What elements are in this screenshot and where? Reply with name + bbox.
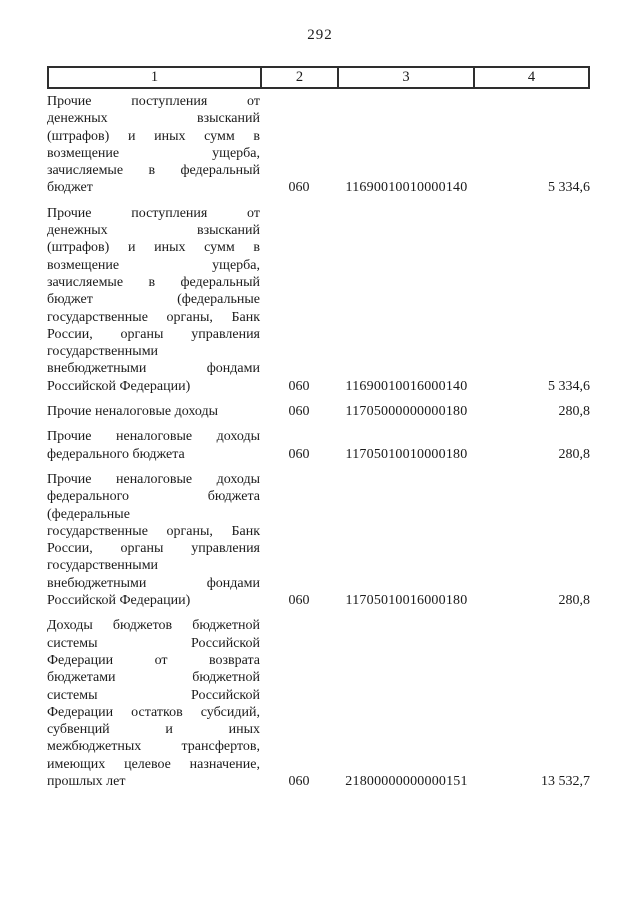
- row-chapter-code: 060: [288, 404, 310, 420]
- row-name-line: федерального бюджета: [47, 489, 260, 505]
- row-name-line: (федеральные: [47, 506, 130, 522]
- row-name-line: бюджет: [47, 180, 93, 196]
- row-name-line: возмещение ущерба,: [47, 145, 260, 161]
- row-name-line: бюджет (федеральные: [47, 292, 260, 308]
- row-chapter-code: 060: [288, 180, 310, 196]
- row-name-line: государственные органы, Банк: [47, 309, 260, 325]
- row-name-line: Прочие неналоговые доходы: [47, 404, 219, 420]
- row-name-line: Доходы бюджетов бюджетной: [47, 618, 260, 634]
- row-name-line: возмещение ущерба,: [47, 257, 260, 273]
- row-name-line: Федерации от возврата: [47, 652, 260, 668]
- row-name-line: денежных взысканий: [47, 111, 260, 127]
- row-name-line: Прочие неналоговые доходы: [47, 471, 260, 487]
- row-name-line: государственными: [47, 344, 159, 360]
- row-name-line: субвенций и иных: [47, 722, 260, 738]
- row-amount: 13 532,7: [541, 773, 590, 789]
- row-name-line: системы Российской: [47, 635, 260, 651]
- row-name-cell: Прочие неналоговые доходы: [47, 403, 260, 420]
- row-name-line: государственные органы, Банк: [47, 523, 260, 539]
- row-name-cell: Прочие поступления от денежных взысканий(…: [47, 205, 260, 395]
- row-classification-code: 11705000000000180: [345, 404, 468, 420]
- row-chapter-code: 060: [288, 773, 310, 789]
- row-name-line: зачисляемые в федеральный: [47, 163, 260, 179]
- row-name-line: внебюджетными фондами: [47, 575, 260, 591]
- row-name-line: внебюджетными фондами: [47, 361, 260, 377]
- row-name-line: межбюджетных трансфертов,: [47, 739, 260, 755]
- row-name-line: федерального бюджета: [47, 446, 185, 462]
- row-name-line: прошлых лет: [47, 773, 126, 789]
- row-name-line: (штрафов) и иных сумм в: [47, 240, 260, 256]
- row-name-line: России, органы управления: [47, 541, 260, 557]
- row-name-line: Прочие поступления от: [47, 205, 260, 221]
- row-name-line: Прочие поступления от: [47, 94, 260, 109]
- row-amount: 5 334,6: [548, 180, 590, 196]
- table-row: Прочие неналоговые доходы 060 1170500000…: [47, 403, 590, 420]
- row-name-line: денежных взысканий: [47, 223, 260, 239]
- row-amount: 5 334,6: [548, 378, 590, 394]
- table-body: Прочие поступления от денежных взысканий(…: [47, 89, 590, 790]
- table-row: Прочие неналоговые доходы федерального бю…: [47, 428, 590, 463]
- row-chapter-code: 060: [288, 593, 310, 609]
- table-row: Доходы бюджетов бюджетной системы Российс…: [47, 617, 590, 790]
- row-classification-code: 11705010010000180: [345, 446, 468, 462]
- row-name-line: Федерации остатков субсидий,: [47, 704, 260, 720]
- row-chapter-code: 060: [288, 378, 310, 394]
- row-name-line: (штрафов) и иных сумм в: [47, 128, 260, 144]
- row-name-line: бюджетами бюджетной: [47, 670, 260, 686]
- row-classification-code: 11705010016000180: [345, 593, 468, 609]
- row-name-line: системы Российской: [47, 687, 260, 703]
- column-header-4: 4: [473, 68, 588, 87]
- row-chapter-code: 060: [288, 446, 310, 462]
- row-name-cell: Доходы бюджетов бюджетной системы Российс…: [47, 617, 260, 790]
- table-row: Прочие поступления от денежных взысканий(…: [47, 93, 590, 197]
- row-amount: 280,8: [558, 446, 591, 462]
- row-name-cell: Прочие неналоговые доходы федерального бю…: [47, 428, 260, 463]
- row-name-line: Российской Федерации): [47, 593, 191, 609]
- page-number: 292: [307, 27, 333, 43]
- row-name-cell: Прочие неналоговые доходы федерального бю…: [47, 471, 260, 609]
- row-name-line: зачисляемые в федеральный: [47, 274, 260, 290]
- revenue-table: 1 2 3 4 Прочие поступления от денежных вз…: [47, 66, 590, 790]
- table-header-row: 1 2 3 4: [47, 66, 590, 89]
- row-amount: 280,8: [558, 593, 591, 609]
- row-amount: 280,8: [558, 404, 591, 420]
- row-name-line: России, органы управления: [47, 326, 260, 342]
- row-classification-code: 21800000000000151: [345, 773, 468, 789]
- row-name-cell: Прочие поступления от денежных взысканий(…: [47, 93, 260, 197]
- row-classification-code: 11690010010000140: [345, 180, 468, 196]
- column-header-2: 2: [260, 68, 337, 87]
- column-header-1: 1: [150, 69, 159, 85]
- row-name-line: Прочие неналоговые доходы: [47, 429, 260, 445]
- table-row: Прочие поступления от денежных взысканий(…: [47, 205, 590, 395]
- row-classification-code: 11690010016000140: [345, 378, 468, 394]
- column-header-3: 3: [337, 68, 473, 87]
- row-name-line: имеющих целевое назначение,: [47, 756, 260, 772]
- table-row: Прочие неналоговые доходы федерального бю…: [47, 471, 590, 609]
- row-name-line: государственными: [47, 558, 159, 574]
- row-name-line: Российской Федерации): [47, 378, 191, 394]
